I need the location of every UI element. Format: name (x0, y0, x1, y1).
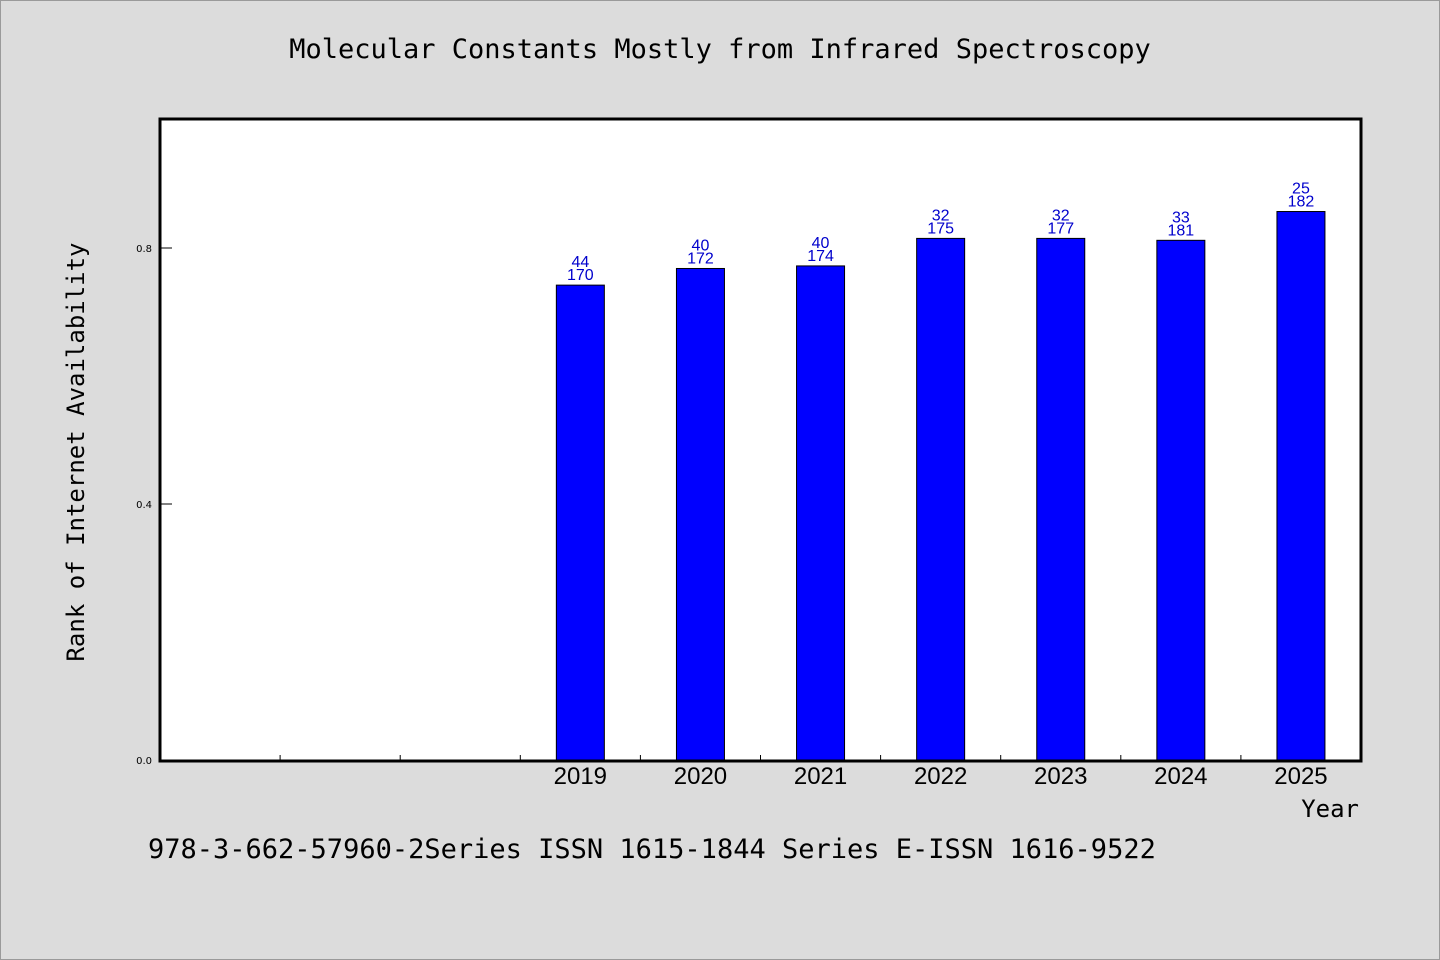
x-tick-label: 2021 (794, 763, 847, 790)
bar-label-bottom: 175 (927, 220, 954, 237)
bar (555, 284, 605, 761)
bar (1036, 237, 1086, 761)
x-tick-label: 2019 (554, 763, 607, 790)
bar-label-bottom: 182 (1288, 194, 1315, 211)
x-tick-label: 2022 (914, 763, 967, 790)
bar-label-top: 25 (1292, 181, 1310, 198)
x-tick-label: 2023 (1034, 763, 1087, 790)
bar-label-top: 44 (571, 254, 589, 271)
bar (1156, 239, 1206, 761)
x-axis: 2019 2020 2021 2022 2023 2024 2025 (279, 755, 1328, 790)
chart-title: Molecular Constants Mostly from Infrared… (289, 34, 1151, 65)
x-axis-label: Year (1301, 795, 1359, 823)
y-tick-label: 0.8 (136, 244, 152, 255)
bar (675, 267, 725, 761)
bar-label-top: 40 (812, 235, 830, 252)
bar-label-bottom: 174 (807, 248, 834, 265)
bar (796, 265, 846, 761)
bar-label-bottom: 177 (1047, 220, 1074, 237)
x-tick-label: 2025 (1274, 763, 1327, 790)
bar-label-top: 32 (932, 207, 950, 224)
x-tick-label: 2020 (674, 763, 727, 790)
y-tick-label: 0.0 (136, 756, 152, 767)
bar-label-top: 33 (1172, 209, 1190, 226)
bar (1276, 211, 1326, 761)
x-tick-label: 2024 (1154, 763, 1207, 790)
y-axis: 0.0 0.4 0.8 (136, 244, 172, 767)
bar-label-bottom: 172 (687, 250, 714, 267)
bar-label-bottom: 170 (567, 267, 594, 284)
footer-isbn-text: 978-3-662-57960-2Series ISSN 1615-1844 S… (148, 834, 1156, 865)
bar (916, 237, 966, 761)
bar-label-top: 40 (692, 237, 710, 254)
y-axis-label: Rank of Internet Availability (62, 242, 90, 661)
bar-label-bottom: 181 (1167, 222, 1194, 239)
bar-label-top: 32 (1052, 207, 1070, 224)
y-tick-label: 0.4 (136, 500, 152, 511)
